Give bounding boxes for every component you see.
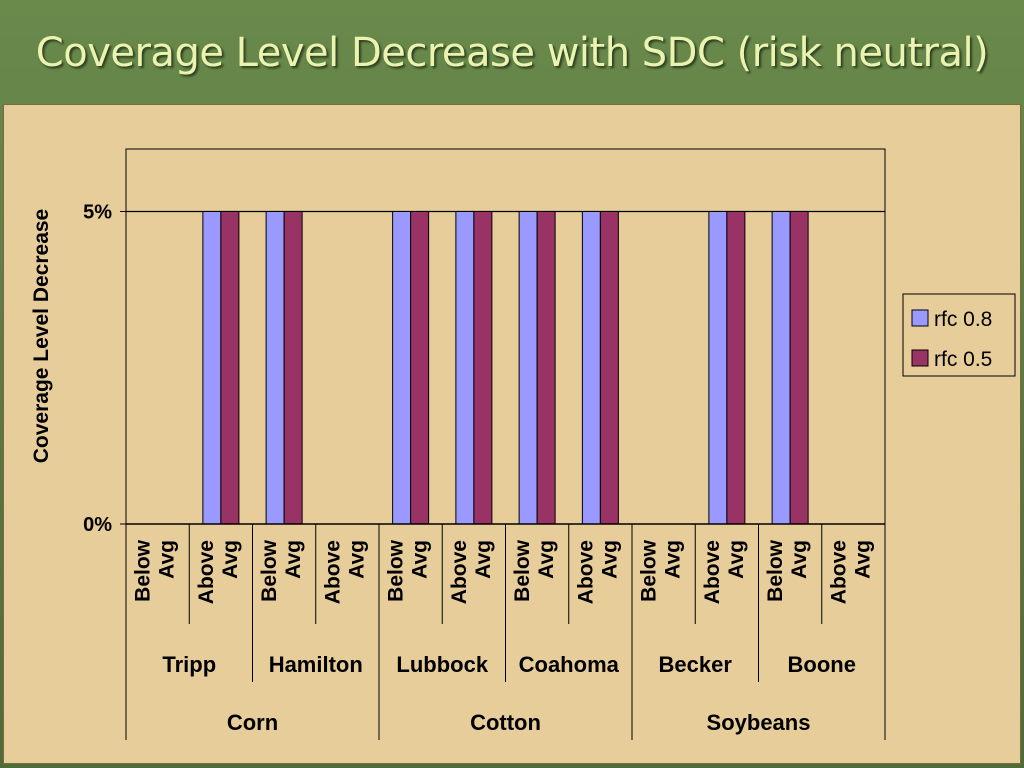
bar-rfc-0-8	[265, 211, 285, 525]
category-label: Avg	[472, 540, 495, 579]
category-label: Above	[321, 540, 344, 604]
y-axis-label: Coverage Level Decrease	[30, 209, 53, 464]
category-label: Above	[827, 540, 850, 604]
bar-rfc-0-8	[771, 211, 791, 525]
bar-rfc-0-5	[283, 211, 303, 525]
crop-label: Soybeans	[707, 710, 811, 735]
location-label: Becker	[659, 652, 733, 677]
category-label: Avg	[282, 540, 305, 579]
bar-rfc-0-5	[536, 211, 556, 525]
category-label: Below	[258, 539, 281, 602]
category-label: Below	[511, 539, 534, 602]
legend-label: rfc 0.5	[934, 348, 992, 371]
crop-label: Corn	[227, 710, 278, 735]
legend-swatch	[911, 309, 929, 327]
location-label: Boone	[788, 652, 856, 677]
location-label: Lubbock	[396, 652, 488, 677]
category-label: Avg	[156, 540, 179, 579]
bar-rfc-0-5	[789, 211, 809, 525]
plot-area	[125, 148, 886, 525]
chart-panel	[3, 104, 1021, 764]
category-label: Above	[195, 540, 218, 604]
bar-rfc-0-8	[708, 211, 728, 525]
bar-rfc-0-5	[599, 211, 619, 525]
category-label: Avg	[725, 540, 748, 579]
crop-label: Cotton	[470, 710, 541, 735]
category-label: Below	[132, 539, 155, 602]
bar-rfc-0-5	[726, 211, 746, 525]
category-label: Avg	[535, 540, 558, 579]
category-label: Avg	[662, 540, 685, 579]
location-label: Hamilton	[269, 652, 363, 677]
y-tick-label: 0%	[83, 514, 112, 536]
category-label: Avg	[345, 540, 368, 579]
category-label: Avg	[851, 540, 874, 579]
category-label: Avg	[598, 540, 621, 579]
bar-rfc-0-8	[455, 211, 475, 525]
category-label: Below	[764, 539, 787, 602]
category-label: Above	[701, 540, 724, 604]
slide-title: Coverage Level Decrease with SDC (risk n…	[35, 30, 989, 76]
bar-rfc-0-8	[581, 211, 601, 525]
category-label: Avg	[409, 540, 432, 579]
category-label: Above	[448, 540, 471, 604]
category-label: Avg	[219, 540, 242, 579]
category-label: Below	[385, 539, 408, 602]
legend-label: rfc 0.8	[934, 308, 992, 331]
bar-rfc-0-8	[392, 211, 412, 525]
y-tick-label: 5%	[83, 202, 112, 224]
category-label: Avg	[788, 540, 811, 579]
legend-swatch	[911, 349, 929, 367]
category-label: Above	[574, 540, 597, 604]
bar-rfc-0-5	[220, 211, 240, 525]
bar-rfc-0-5	[473, 211, 493, 525]
location-label: Coahoma	[519, 652, 620, 677]
category-label: Below	[638, 539, 661, 602]
location-label: Tripp	[162, 652, 216, 677]
bar-rfc-0-5	[410, 211, 430, 525]
bar-rfc-0-8	[202, 211, 222, 525]
bar-rfc-0-8	[518, 211, 538, 525]
